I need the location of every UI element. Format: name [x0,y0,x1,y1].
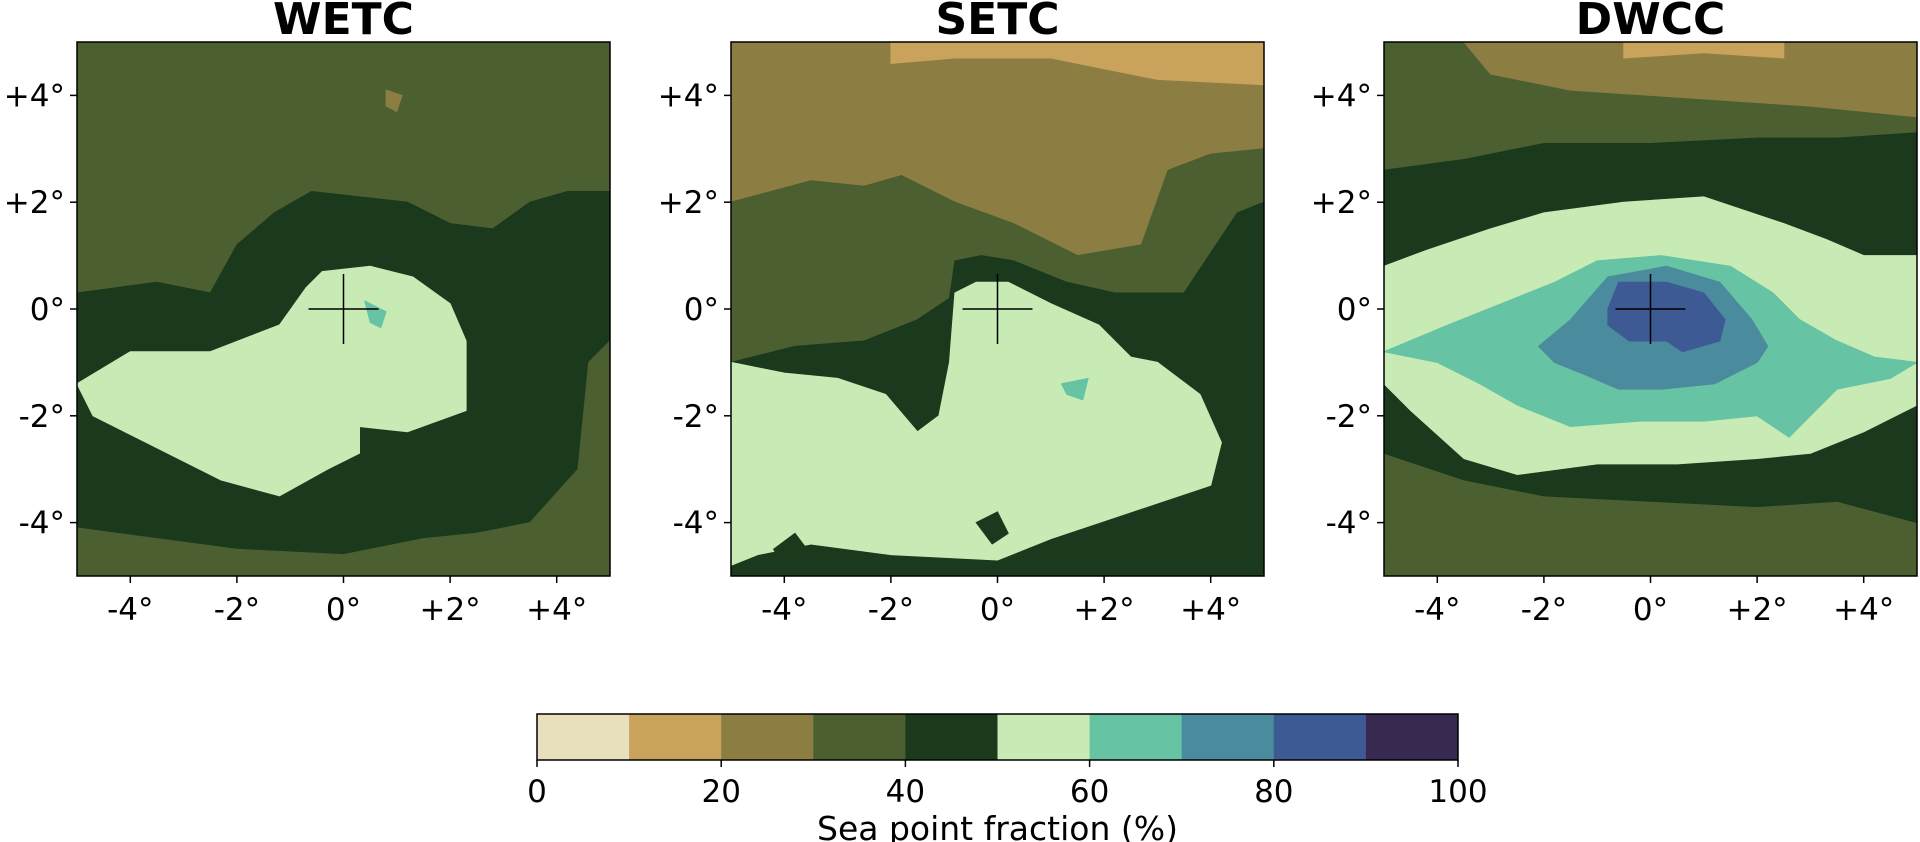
colorbar-segment [905,714,998,760]
y-tick-label: 0° [1337,292,1372,328]
colorbar-tick-label: 20 [701,774,740,810]
colorbar-segment [1181,714,1275,760]
x-tick-label: -4° [107,592,153,628]
colorbar-label: Sea point fraction (%) [817,809,1178,842]
contour-region [1463,42,1917,118]
x-tick-label: +4° [526,592,587,628]
contour-region [1384,532,1917,576]
y-tick-label: +2° [658,185,719,221]
y-tick-label: -2° [19,399,65,435]
colorbar-tick-label: 80 [1254,774,1293,810]
x-tick-label: 0° [980,592,1015,628]
contour-region [890,42,1264,86]
colorbar-tick-label: 60 [1070,774,1109,810]
panel-title: SETC [935,0,1059,45]
colorbar-segment [1365,714,1459,760]
y-tick-label: +4° [658,78,719,114]
x-tick-label: -2° [1521,592,1567,628]
x-tick-label: 0° [326,592,361,628]
contour-region [77,265,467,497]
x-tick-label: +2° [1726,592,1787,628]
colorbar-tick-label: 100 [1428,774,1487,810]
y-tick-label: 0° [30,292,65,328]
y-tick-label: +2° [1311,185,1372,221]
panel-wetc: WETC -4° -2° 0° +2° +4° +4° +2° 0° -2° -4° [4,0,611,628]
contour-region [77,340,610,576]
colorbar-tick-label: 0 [527,774,547,810]
colorbar-segment [629,714,722,760]
x-tick-label: -2° [214,592,260,628]
x-tick-label: 0° [1633,592,1668,628]
panels-layer: WETC -4° -2° 0° +2° +4° +4° +2° 0° -2° -4° SETC -4° -… [4,0,1918,628]
colorbar-segment [1089,714,1183,760]
x-tick-label: +4° [1180,592,1241,628]
contour-region [975,511,1009,545]
contour-field [77,42,610,576]
y-tick-label: -2° [673,399,719,435]
contour-region [731,281,1222,566]
x-tick-label: -2° [868,592,914,628]
y-tick-label: +4° [1311,78,1372,114]
panel-title: DWCC [1576,0,1726,45]
contour-region [772,532,812,576]
panel-setc: SETC -4° -2° 0° +2° +4° +4° +2° 0° -2° -4° [658,0,1265,628]
colorbar-frame [536,713,1459,761]
colorbar-segment [721,714,814,760]
colorbar-segment [537,714,630,760]
y-tick-label: -4° [19,506,65,542]
panel-dwcc: DWCC -4° -2° 0° +2° +4° +4° +2° 0° -2° -4° [1311,0,1918,628]
colorbar-segment [997,714,1091,760]
x-tick-label: +2° [419,592,480,628]
x-tick-label: +2° [1073,592,1134,628]
colorbar-tick-label: 40 [886,774,925,810]
y-tick-label: 0° [684,292,719,328]
contour-region [385,89,403,113]
y-tick-label: +4° [4,78,65,114]
contour-region [364,300,387,329]
y-tick-label: +2° [4,185,65,221]
y-tick-label: -4° [673,506,719,542]
contour-region [1623,42,1785,59]
y-tick-label: -2° [1326,399,1372,435]
x-tick-label: -4° [761,592,807,628]
contour-field [731,42,1264,576]
colorbar-segment [813,714,906,760]
y-tick-label: -4° [1326,506,1372,542]
contour-region [1060,377,1089,401]
panel-title: WETC [273,0,414,45]
x-tick-label: +4° [1833,592,1894,628]
colorbar-segment [1273,714,1367,760]
x-tick-label: -4° [1414,592,1460,628]
colorbar: 0 20 40 60 80 100 Sea point fraction (%) [527,713,1488,842]
